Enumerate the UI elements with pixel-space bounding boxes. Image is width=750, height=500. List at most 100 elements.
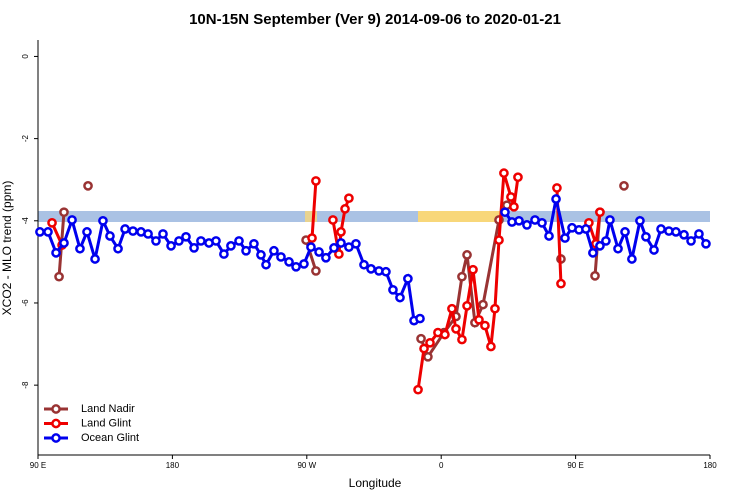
highlight-band bbox=[418, 211, 500, 222]
point bbox=[336, 238, 346, 248]
point bbox=[635, 215, 645, 226]
point bbox=[344, 193, 354, 204]
point bbox=[276, 252, 286, 262]
point bbox=[671, 227, 681, 237]
point bbox=[551, 194, 561, 204]
point bbox=[701, 238, 711, 249]
point bbox=[311, 176, 321, 186]
point bbox=[649, 245, 659, 255]
point bbox=[620, 227, 630, 237]
point bbox=[151, 236, 161, 246]
y-tick-label: 0 bbox=[21, 54, 30, 59]
point bbox=[537, 217, 547, 228]
point bbox=[679, 229, 689, 240]
point bbox=[329, 243, 339, 253]
point bbox=[328, 215, 338, 225]
legend-marker bbox=[51, 404, 61, 414]
point bbox=[98, 215, 108, 226]
x-tick-label: 180 bbox=[166, 461, 180, 470]
point bbox=[366, 264, 376, 274]
point bbox=[128, 226, 138, 236]
point bbox=[269, 245, 279, 256]
legend-marker bbox=[51, 433, 61, 443]
point bbox=[381, 266, 391, 277]
point bbox=[656, 224, 666, 234]
legend-marker bbox=[51, 418, 61, 429]
point bbox=[234, 236, 244, 246]
point bbox=[189, 243, 199, 253]
point bbox=[560, 233, 570, 243]
x-tick-label: 90 W bbox=[297, 461, 316, 470]
point bbox=[334, 249, 344, 259]
point bbox=[451, 324, 461, 334]
point bbox=[494, 235, 504, 245]
point bbox=[82, 227, 92, 237]
y-tick-label: -6 bbox=[21, 299, 30, 307]
y-tick-label: -8 bbox=[21, 381, 30, 389]
point bbox=[226, 241, 236, 251]
x-tick-label: 0 bbox=[439, 461, 444, 470]
point bbox=[588, 247, 598, 258]
point bbox=[694, 229, 704, 239]
point bbox=[306, 242, 316, 252]
point bbox=[556, 278, 566, 289]
point bbox=[241, 245, 251, 256]
point bbox=[627, 254, 637, 264]
point bbox=[509, 201, 519, 212]
point bbox=[47, 217, 57, 228]
point bbox=[474, 314, 484, 325]
point bbox=[166, 241, 176, 251]
point bbox=[43, 227, 53, 237]
reference-band bbox=[38, 211, 710, 222]
y-axis-label: XCO2 - MLO trend (ppm) bbox=[0, 181, 14, 316]
point bbox=[35, 227, 45, 237]
point bbox=[581, 224, 591, 234]
y-tick-label: -2 bbox=[21, 135, 30, 143]
point bbox=[211, 236, 221, 246]
point bbox=[613, 243, 623, 254]
point bbox=[595, 207, 605, 218]
point bbox=[351, 238, 361, 249]
point bbox=[284, 257, 294, 267]
point bbox=[415, 313, 425, 324]
point bbox=[416, 333, 426, 344]
point bbox=[499, 168, 509, 178]
point bbox=[641, 231, 651, 242]
point bbox=[256, 250, 266, 260]
point bbox=[359, 259, 369, 270]
point bbox=[440, 329, 450, 340]
point bbox=[425, 337, 435, 348]
point bbox=[480, 320, 490, 331]
point bbox=[462, 250, 472, 260]
point bbox=[478, 299, 488, 310]
point bbox=[506, 192, 516, 202]
point bbox=[388, 284, 398, 295]
chart-title: 10N-15N September (Ver 9) 2014-09-06 to … bbox=[189, 11, 561, 28]
point bbox=[299, 259, 309, 269]
point bbox=[321, 252, 331, 263]
point bbox=[601, 236, 611, 246]
point bbox=[457, 334, 467, 345]
point bbox=[51, 247, 61, 258]
point bbox=[196, 236, 206, 246]
point bbox=[67, 215, 77, 225]
point bbox=[340, 204, 350, 214]
point bbox=[413, 384, 423, 395]
point bbox=[75, 243, 85, 254]
point bbox=[59, 238, 69, 248]
y-tick-label: -4 bbox=[21, 217, 30, 225]
point bbox=[336, 227, 346, 237]
point bbox=[311, 266, 321, 276]
x-tick-label: 180 bbox=[703, 461, 717, 470]
point bbox=[423, 351, 433, 362]
legend-label: Land Glint bbox=[81, 417, 131, 429]
point bbox=[513, 172, 523, 183]
point bbox=[500, 207, 510, 218]
point bbox=[462, 300, 472, 311]
x-tick-label: 90 E bbox=[30, 461, 46, 470]
point bbox=[59, 207, 69, 218]
legend-label: Ocean Glint bbox=[81, 432, 139, 444]
point bbox=[395, 292, 405, 303]
